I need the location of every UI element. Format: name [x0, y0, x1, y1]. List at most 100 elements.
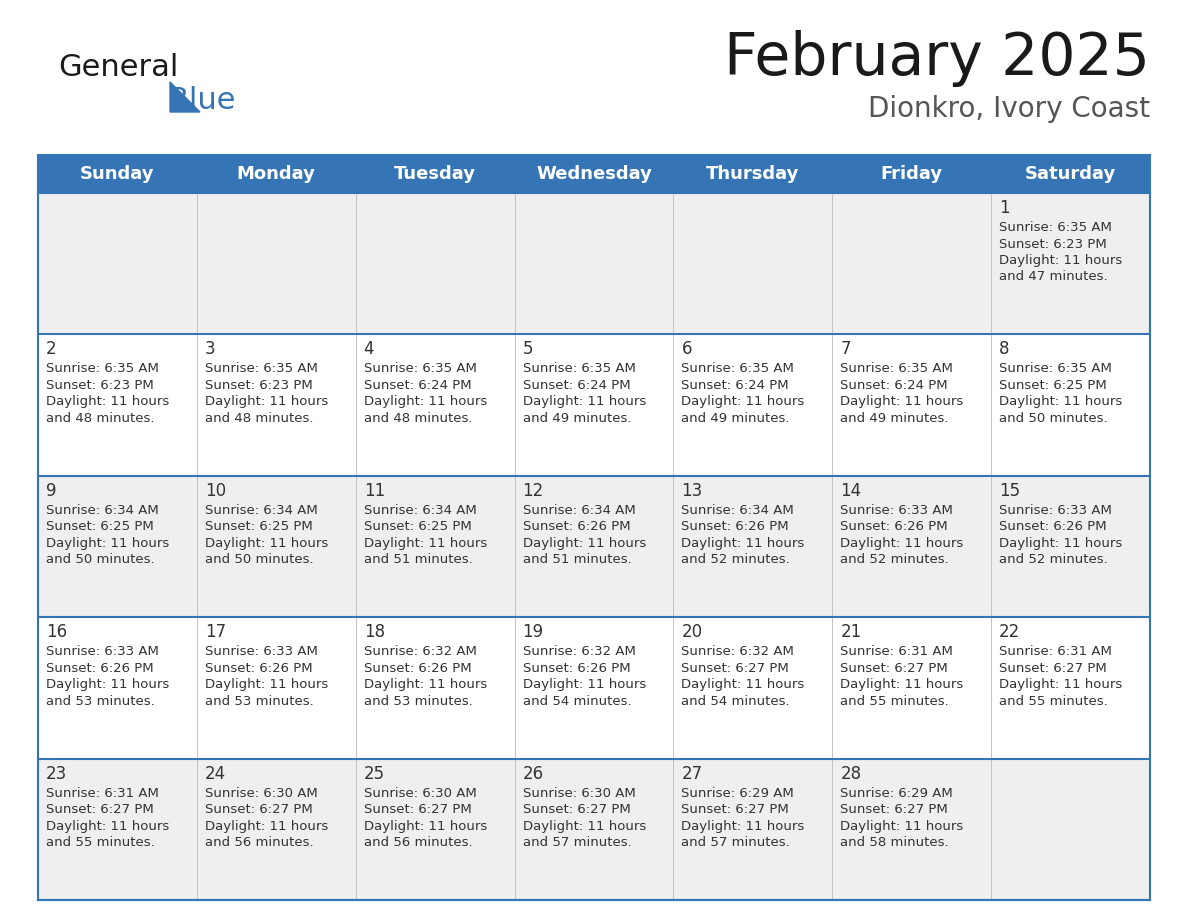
- Text: Sunrise: 6:31 AM: Sunrise: 6:31 AM: [999, 645, 1112, 658]
- Polygon shape: [170, 82, 200, 112]
- Text: Sunrise: 6:35 AM: Sunrise: 6:35 AM: [999, 221, 1112, 234]
- Text: Daylight: 11 hours: Daylight: 11 hours: [840, 678, 963, 691]
- Text: and 52 minutes.: and 52 minutes.: [682, 554, 790, 566]
- Text: Sunset: 6:27 PM: Sunset: 6:27 PM: [364, 803, 472, 816]
- Text: and 50 minutes.: and 50 minutes.: [999, 412, 1107, 425]
- Text: Dionkro, Ivory Coast: Dionkro, Ivory Coast: [868, 95, 1150, 123]
- Text: 14: 14: [840, 482, 861, 499]
- Text: and 49 minutes.: and 49 minutes.: [840, 412, 949, 425]
- Text: Sunrise: 6:34 AM: Sunrise: 6:34 AM: [523, 504, 636, 517]
- Text: Daylight: 11 hours: Daylight: 11 hours: [46, 396, 169, 409]
- Text: Daylight: 11 hours: Daylight: 11 hours: [204, 820, 328, 833]
- Text: and 48 minutes.: and 48 minutes.: [364, 412, 472, 425]
- Text: Sunset: 6:23 PM: Sunset: 6:23 PM: [999, 238, 1107, 251]
- Text: Sunset: 6:27 PM: Sunset: 6:27 PM: [682, 803, 789, 816]
- Text: Sunset: 6:23 PM: Sunset: 6:23 PM: [204, 379, 312, 392]
- Text: and 47 minutes.: and 47 minutes.: [999, 271, 1107, 284]
- Text: Sunrise: 6:35 AM: Sunrise: 6:35 AM: [999, 363, 1112, 375]
- Text: and 50 minutes.: and 50 minutes.: [204, 554, 314, 566]
- Text: and 49 minutes.: and 49 minutes.: [523, 412, 631, 425]
- Text: Sunrise: 6:35 AM: Sunrise: 6:35 AM: [46, 363, 159, 375]
- Text: Sunrise: 6:30 AM: Sunrise: 6:30 AM: [523, 787, 636, 800]
- Text: Daylight: 11 hours: Daylight: 11 hours: [204, 396, 328, 409]
- Text: Sunset: 6:27 PM: Sunset: 6:27 PM: [46, 803, 153, 816]
- Text: and 48 minutes.: and 48 minutes.: [46, 412, 154, 425]
- Text: 27: 27: [682, 765, 702, 783]
- Text: and 57 minutes.: and 57 minutes.: [682, 836, 790, 849]
- Text: Daylight: 11 hours: Daylight: 11 hours: [682, 537, 804, 550]
- Text: Daylight: 11 hours: Daylight: 11 hours: [46, 537, 169, 550]
- Text: 13: 13: [682, 482, 702, 499]
- Text: Sunrise: 6:30 AM: Sunrise: 6:30 AM: [204, 787, 317, 800]
- Text: and 51 minutes.: and 51 minutes.: [523, 554, 631, 566]
- Text: Daylight: 11 hours: Daylight: 11 hours: [682, 820, 804, 833]
- Bar: [38, 155, 1150, 193]
- Text: Daylight: 11 hours: Daylight: 11 hours: [364, 820, 487, 833]
- Text: 25: 25: [364, 765, 385, 783]
- Text: 21: 21: [840, 623, 861, 641]
- Text: 18: 18: [364, 623, 385, 641]
- Text: and 48 minutes.: and 48 minutes.: [204, 412, 314, 425]
- Text: Sunset: 6:24 PM: Sunset: 6:24 PM: [364, 379, 472, 392]
- Text: Tuesday: Tuesday: [394, 165, 476, 183]
- Text: and 54 minutes.: and 54 minutes.: [682, 695, 790, 708]
- Text: Daylight: 11 hours: Daylight: 11 hours: [840, 820, 963, 833]
- Text: 5: 5: [523, 341, 533, 358]
- Bar: [38, 334, 1150, 476]
- Text: Daylight: 11 hours: Daylight: 11 hours: [523, 678, 646, 691]
- Text: February 2025: February 2025: [725, 30, 1150, 87]
- Text: 12: 12: [523, 482, 544, 499]
- Text: Sunset: 6:25 PM: Sunset: 6:25 PM: [364, 521, 472, 533]
- Text: Daylight: 11 hours: Daylight: 11 hours: [364, 396, 487, 409]
- Text: Blue: Blue: [168, 86, 235, 115]
- Text: Daylight: 11 hours: Daylight: 11 hours: [46, 678, 169, 691]
- Text: Daylight: 11 hours: Daylight: 11 hours: [364, 678, 487, 691]
- Text: Daylight: 11 hours: Daylight: 11 hours: [523, 396, 646, 409]
- Text: Sunrise: 6:33 AM: Sunrise: 6:33 AM: [840, 504, 953, 517]
- Text: Sunrise: 6:34 AM: Sunrise: 6:34 AM: [364, 504, 476, 517]
- Text: and 52 minutes.: and 52 minutes.: [840, 554, 949, 566]
- Text: Daylight: 11 hours: Daylight: 11 hours: [364, 537, 487, 550]
- Text: 7: 7: [840, 341, 851, 358]
- Text: and 55 minutes.: and 55 minutes.: [840, 695, 949, 708]
- Text: Sunset: 6:25 PM: Sunset: 6:25 PM: [46, 521, 153, 533]
- Text: Sunrise: 6:31 AM: Sunrise: 6:31 AM: [46, 787, 159, 800]
- Text: Sunset: 6:24 PM: Sunset: 6:24 PM: [840, 379, 948, 392]
- Text: Sunset: 6:25 PM: Sunset: 6:25 PM: [999, 379, 1107, 392]
- Text: Saturday: Saturday: [1025, 165, 1117, 183]
- Text: 17: 17: [204, 623, 226, 641]
- Text: 26: 26: [523, 765, 544, 783]
- Text: Sunday: Sunday: [80, 165, 154, 183]
- Text: and 52 minutes.: and 52 minutes.: [999, 554, 1108, 566]
- Text: Sunrise: 6:33 AM: Sunrise: 6:33 AM: [204, 645, 317, 658]
- Text: Sunrise: 6:33 AM: Sunrise: 6:33 AM: [999, 504, 1112, 517]
- Text: Sunset: 6:26 PM: Sunset: 6:26 PM: [364, 662, 472, 675]
- Text: Daylight: 11 hours: Daylight: 11 hours: [204, 537, 328, 550]
- Bar: [38, 476, 1150, 617]
- Text: 19: 19: [523, 623, 544, 641]
- Text: Sunset: 6:27 PM: Sunset: 6:27 PM: [999, 662, 1107, 675]
- Text: Thursday: Thursday: [706, 165, 800, 183]
- Text: 2: 2: [46, 341, 57, 358]
- Text: Daylight: 11 hours: Daylight: 11 hours: [999, 537, 1123, 550]
- Text: Sunset: 6:26 PM: Sunset: 6:26 PM: [204, 662, 312, 675]
- Text: Sunrise: 6:32 AM: Sunrise: 6:32 AM: [682, 645, 795, 658]
- Text: Sunrise: 6:32 AM: Sunrise: 6:32 AM: [364, 645, 476, 658]
- Text: Sunset: 6:26 PM: Sunset: 6:26 PM: [999, 521, 1107, 533]
- Text: Daylight: 11 hours: Daylight: 11 hours: [682, 396, 804, 409]
- Text: and 55 minutes.: and 55 minutes.: [999, 695, 1108, 708]
- Text: Wednesday: Wednesday: [536, 165, 652, 183]
- Text: Sunrise: 6:34 AM: Sunrise: 6:34 AM: [46, 504, 159, 517]
- Bar: [38, 193, 1150, 334]
- Text: 15: 15: [999, 482, 1020, 499]
- Text: Sunset: 6:26 PM: Sunset: 6:26 PM: [523, 521, 630, 533]
- Text: Sunset: 6:24 PM: Sunset: 6:24 PM: [523, 379, 630, 392]
- Text: Sunset: 6:26 PM: Sunset: 6:26 PM: [840, 521, 948, 533]
- Text: Daylight: 11 hours: Daylight: 11 hours: [523, 820, 646, 833]
- Text: and 50 minutes.: and 50 minutes.: [46, 554, 154, 566]
- Text: Daylight: 11 hours: Daylight: 11 hours: [204, 678, 328, 691]
- Text: Daylight: 11 hours: Daylight: 11 hours: [840, 537, 963, 550]
- Text: Daylight: 11 hours: Daylight: 11 hours: [46, 820, 169, 833]
- Text: Sunrise: 6:34 AM: Sunrise: 6:34 AM: [682, 504, 795, 517]
- Bar: [38, 617, 1150, 758]
